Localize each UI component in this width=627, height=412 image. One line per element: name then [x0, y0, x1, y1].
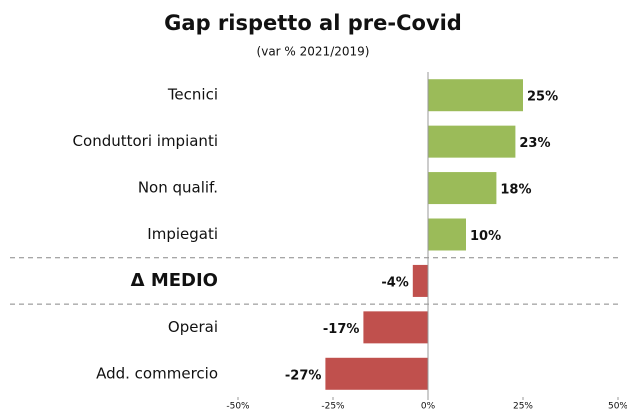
- category-label: Impiegati: [147, 225, 218, 243]
- bar: [428, 79, 523, 112]
- bar: [325, 357, 428, 390]
- value-label: 10%: [470, 229, 501, 244]
- chart-subtitle: (var % 2021/2019): [257, 45, 370, 59]
- bar: [412, 264, 428, 297]
- value-label: 23%: [519, 136, 550, 151]
- value-label: -4%: [381, 275, 408, 290]
- value-label: -27%: [285, 368, 322, 383]
- value-label: 18%: [500, 183, 531, 198]
- bar: [428, 218, 466, 251]
- category-label: Conduttori impianti: [73, 132, 218, 150]
- chart-title: Gap rispetto al pre-Covid: [164, 11, 462, 35]
- category-label: Add. commercio: [96, 364, 218, 382]
- x-tick-label: 25%: [513, 402, 533, 412]
- bar: [428, 172, 497, 205]
- category-label: Operai: [168, 318, 218, 336]
- category-label: Tecnici: [167, 86, 218, 104]
- value-label: -17%: [323, 322, 360, 337]
- bar: [428, 125, 516, 158]
- category-label: Non qualif.: [138, 179, 218, 197]
- x-tick-label: -50%: [226, 402, 250, 412]
- bar: [363, 311, 428, 344]
- x-tick-label: 0%: [421, 402, 436, 412]
- x-tick-label: -25%: [321, 402, 345, 412]
- value-label: 25%: [527, 90, 558, 105]
- x-tick-label: 50%: [608, 402, 627, 412]
- category-label: Δ MEDIO: [131, 270, 218, 291]
